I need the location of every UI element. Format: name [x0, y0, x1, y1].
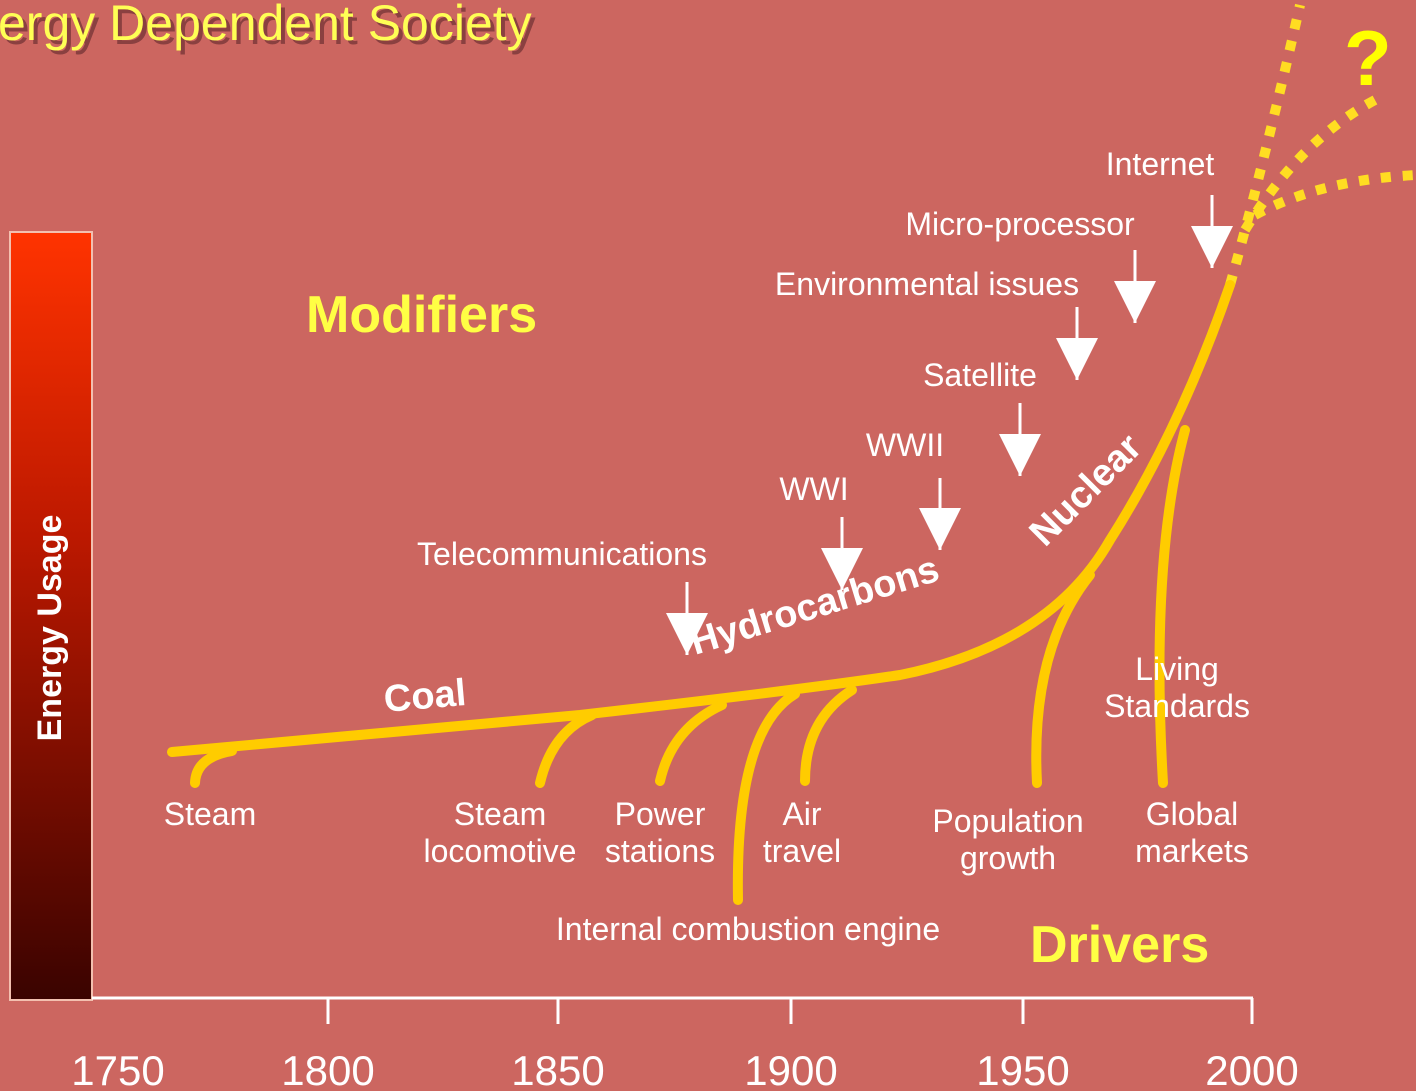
question-mark: ? — [1344, 14, 1392, 102]
energy-curve — [167, 280, 1235, 757]
energy-bar — [9, 231, 93, 1001]
driver-label: Internal combustion engine — [556, 911, 940, 947]
drivers-heading: Drivers — [1030, 916, 1209, 974]
driver-label: Population growth — [932, 803, 1083, 876]
modifier-label: Internet — [1106, 146, 1215, 182]
tick-label: 1800 — [281, 1047, 374, 1091]
branch — [1031, 570, 1095, 788]
branch — [732, 689, 800, 905]
axis-label: Energy Usage — [31, 515, 69, 742]
driver-label: Air travel — [763, 796, 841, 869]
tick-label: 1900 — [744, 1047, 837, 1091]
branch — [655, 700, 727, 786]
fuel-label: Coal — [382, 672, 468, 721]
branch — [1154, 425, 1190, 788]
modifier-label: Environmental issues — [775, 266, 1079, 302]
modifier-label: Micro-processor — [905, 206, 1135, 242]
fuel-label: Nuclear — [1022, 426, 1150, 554]
driver-label: Living Standards — [1104, 651, 1250, 724]
tick-label: 1750 — [71, 1047, 164, 1091]
modifier-label: Telecommunications — [417, 536, 707, 572]
modifier-label: WWI — [779, 471, 848, 507]
future-path — [1225, 3, 1305, 287]
driver-label: Global markets — [1135, 796, 1249, 869]
driver-label: Steam locomotive — [424, 796, 577, 869]
title: ergy Dependent Society — [0, 0, 532, 51]
driver-label: Power stations — [605, 796, 715, 869]
tick-label: 2000 — [1205, 1047, 1298, 1091]
tick-label: 1850 — [511, 1047, 604, 1091]
branch — [800, 685, 857, 786]
title-shadow: ergy Dependent Society — [2, 0, 536, 55]
branch — [535, 710, 597, 788]
modifier-label: WWII — [866, 427, 944, 463]
branch — [190, 746, 237, 788]
modifier-label: Satellite — [923, 357, 1037, 393]
future-path — [1252, 170, 1416, 220]
driver-label: Steam — [164, 796, 256, 832]
fuel-label: Hydrocarbons — [685, 548, 944, 663]
tick-label: 1950 — [976, 1047, 1069, 1091]
future-path — [1240, 95, 1378, 233]
modifiers-heading: Modifiers — [306, 286, 537, 344]
